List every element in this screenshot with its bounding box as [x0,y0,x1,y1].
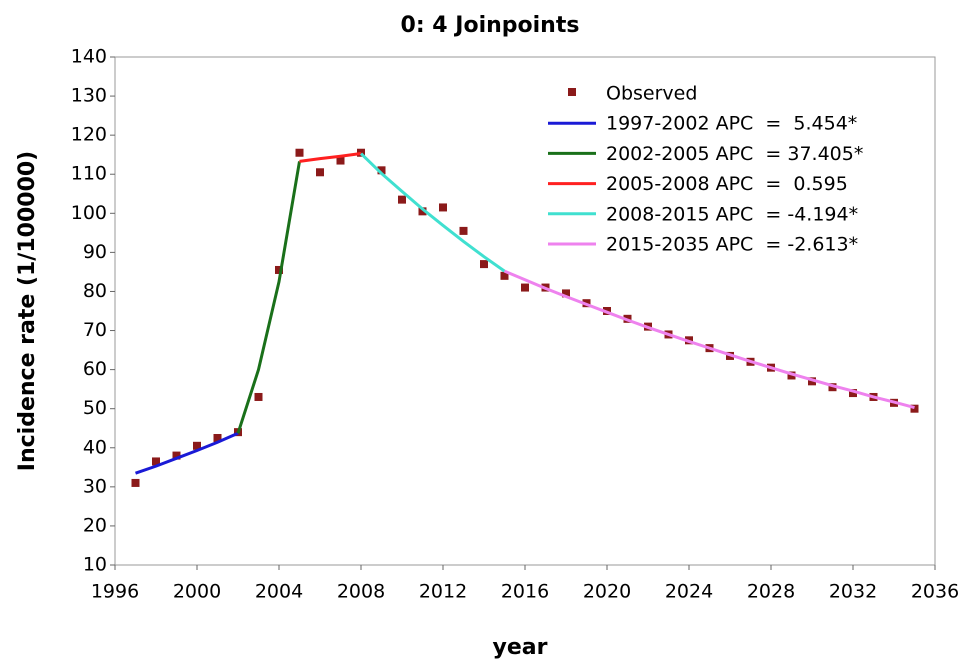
observed-point [787,371,796,380]
observed-point [521,283,529,292]
y-tick-label: 130 [71,85,107,107]
fit-line [503,269,915,409]
y-tick-label: 30 [83,475,107,497]
x-tick-label: 2036 [911,581,959,603]
observed-point [828,383,837,392]
y-tick-label: 20 [83,514,107,536]
x-tick-label: 2020 [583,581,631,603]
y-tick-label: 120 [71,124,107,146]
y-axis-label: Incidence rate (1/100000) [15,151,40,471]
y-tick-label: 80 [83,280,107,302]
observed-point [254,392,263,401]
y-tick-label: 110 [71,163,107,185]
observed-point [398,195,406,204]
y-tick-label: 10 [83,554,107,576]
x-tick-label: 2008 [337,581,385,603]
x-tick-label: 1996 [91,581,139,603]
y-tick-label: 100 [71,202,107,224]
observed-point [172,451,181,460]
x-tick-label: 2004 [255,581,303,603]
observed-point [357,148,365,157]
legend-label: 2015-2035 APC = -2.613* [606,234,858,256]
legend-label: 2008-2015 APC = -4.194* [606,203,858,225]
fit-line [135,431,239,475]
observed-point [377,166,386,175]
x-tick-label: 2016 [501,581,549,603]
observed-point [459,226,468,235]
fit-line [236,161,301,434]
observed-point [480,260,488,269]
fit-line [299,152,362,163]
x-tick-label: 2024 [665,581,713,603]
observed-point [439,203,447,212]
observed-point [849,389,857,398]
x-tick-label: 2032 [829,581,877,603]
y-tick-label: 90 [83,241,107,263]
observed-point [316,168,324,177]
observed-point [213,434,222,442]
observed-point [808,377,816,386]
observed-point [500,271,509,280]
y-tick-label: 40 [83,436,107,458]
observed-point [562,289,570,298]
x-tick-label: 2028 [747,581,795,603]
y-tick-label: 140 [71,46,107,68]
observed-point [418,207,427,216]
observed-point [336,156,345,165]
y-tick-label: 60 [83,358,107,380]
observed-point [152,457,160,466]
legend-label: 1997-2002 APC = 5.454* [606,113,857,135]
legend-label: Observed [606,83,697,105]
observed-point [131,478,140,487]
observed-point [193,441,201,450]
y-tick-label: 50 [83,397,107,419]
observed-point [295,148,304,157]
legend-marker [568,88,576,96]
legend-label: 2002-2005 APC = 37.405* [606,143,863,165]
x-tick-label: 2012 [419,581,467,603]
x-tick-label: 2000 [173,581,221,603]
observed-point [910,404,919,413]
observed-point [275,265,283,274]
chart-title: 0: 4 Joinpoints [401,13,580,38]
fit-line [359,152,506,273]
y-tick-label: 70 [83,319,107,341]
legend-label: 2005-2008 APC = 0.595 [606,173,848,195]
x-axis-label: year [493,635,548,660]
